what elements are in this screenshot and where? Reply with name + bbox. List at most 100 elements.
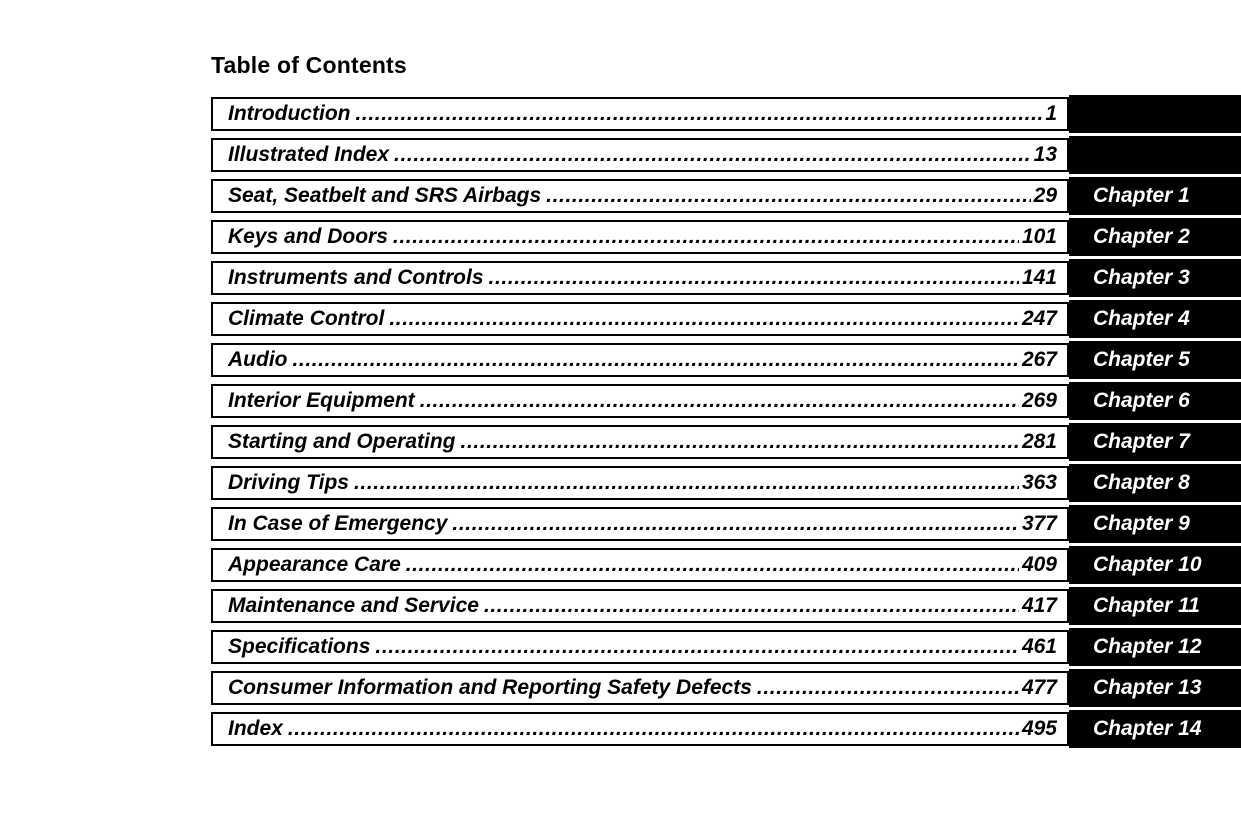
toc-entry-page-number: 141 — [1021, 266, 1057, 289]
dotted-leader: ........................................… — [353, 471, 1019, 494]
dotted-leader: ........................................… — [483, 594, 1019, 617]
toc-row: Illustrated Index ......................… — [211, 136, 1241, 174]
toc-row: Driving Tips ...........................… — [211, 464, 1241, 502]
toc-row: Keys and Doors .........................… — [211, 218, 1241, 256]
toc-row: Interior Equipment .....................… — [211, 382, 1241, 420]
toc-row: Introduction ...........................… — [211, 95, 1241, 133]
toc-entry-page-number: 495 — [1021, 717, 1057, 740]
chapter-tab: Chapter 1 — [1069, 177, 1241, 215]
toc-entry-label: Starting and Operating — [228, 430, 456, 453]
toc-entry-label: Driving Tips — [228, 471, 349, 494]
toc-entry-page-number: 267 — [1021, 348, 1057, 371]
toc-entry-box: Climate Control ........................… — [211, 302, 1069, 336]
toc-row: Instruments and Controls ...............… — [211, 259, 1241, 297]
toc-entry-box: Starting and Operating .................… — [211, 425, 1069, 459]
toc-entry-box: Interior Equipment .....................… — [211, 384, 1069, 418]
chapter-tab: Chapter 14 — [1069, 710, 1241, 748]
toc-entry-label: Climate Control — [228, 307, 385, 330]
dotted-leader: ........................................… — [355, 102, 1042, 125]
toc-entry-box: Maintenance and Service ................… — [211, 589, 1069, 623]
toc-entry-page-number: 363 — [1021, 471, 1057, 494]
dotted-leader: ........................................… — [488, 266, 1019, 289]
dotted-leader: ........................................… — [419, 389, 1019, 412]
chapter-tab-label: Chapter 5 — [1093, 348, 1190, 371]
toc-entry-box: Specifications .........................… — [211, 630, 1069, 664]
toc-entry-box: Introduction ...........................… — [211, 97, 1069, 131]
toc-entry-page-number: 377 — [1021, 512, 1057, 535]
toc-entry-label: Audio — [228, 348, 288, 371]
chapter-tab-label: Chapter 10 — [1093, 553, 1202, 576]
chapter-tab: Chapter 7 — [1069, 423, 1241, 461]
toc-list: Introduction ...........................… — [211, 95, 1241, 751]
toc-entry-page-number: 409 — [1021, 553, 1057, 576]
toc-entry-label: Consumer Information and Reporting Safet… — [228, 676, 752, 699]
dotted-leader: ........................................… — [546, 184, 1030, 207]
toc-entry-page-number: 101 — [1021, 225, 1057, 248]
chapter-tab: Chapter 5 — [1069, 341, 1241, 379]
chapter-tab-label: Chapter 1 — [1093, 184, 1190, 207]
toc-entry-box: Seat, Seatbelt and SRS Airbags .........… — [211, 179, 1069, 213]
toc-entry-page-number: 247 — [1021, 307, 1057, 330]
toc-row: Specifications .........................… — [211, 628, 1241, 666]
chapter-tab-label: Chapter 11 — [1093, 594, 1200, 617]
toc-entry-page-number: 461 — [1021, 635, 1057, 658]
chapter-tab-label: Chapter 13 — [1093, 676, 1202, 699]
dotted-leader: ........................................… — [287, 717, 1019, 740]
toc-entry-page-number: 13 — [1033, 143, 1057, 166]
toc-entry-page-number: 1 — [1045, 102, 1057, 125]
chapter-tab: Chapter 13 — [1069, 669, 1241, 707]
toc-entry-box: Index ..................................… — [211, 712, 1069, 746]
chapter-tab-label: Chapter 6 — [1093, 389, 1190, 412]
toc-entry-label: Illustrated Index — [228, 143, 390, 166]
page-title: Table of Contents — [211, 52, 407, 78]
chapter-tab: Chapter 6 — [1069, 382, 1241, 420]
chapter-tab-label: Chapter 4 — [1093, 307, 1190, 330]
toc-entry-page-number: 269 — [1021, 389, 1057, 412]
toc-row: Maintenance and Service ................… — [211, 587, 1241, 625]
dotted-leader: ........................................… — [392, 225, 1019, 248]
toc-entry-box: Instruments and Controls ...............… — [211, 261, 1069, 295]
dotted-leader: ........................................… — [452, 512, 1019, 535]
toc-entry-box: Consumer Information and Reporting Safet… — [211, 671, 1069, 705]
chapter-tab-label: Chapter 9 — [1093, 512, 1190, 535]
dotted-leader: ........................................… — [375, 635, 1019, 658]
dotted-leader: ........................................… — [756, 676, 1019, 699]
chapter-tab: Chapter 12 — [1069, 628, 1241, 666]
toc-entry-label: Keys and Doors — [228, 225, 388, 248]
chapter-tab-label: Chapter 12 — [1093, 635, 1202, 658]
chapter-tab: Chapter 3 — [1069, 259, 1241, 297]
toc-row: Seat, Seatbelt and SRS Airbags .........… — [211, 177, 1241, 215]
toc-row: Audio ..................................… — [211, 341, 1241, 379]
chapter-tab-label: Chapter 7 — [1093, 430, 1190, 453]
toc-entry-box: Illustrated Index ......................… — [211, 138, 1069, 172]
toc-entry-label: Specifications — [228, 635, 371, 658]
toc-entry-label: Interior Equipment — [228, 389, 415, 412]
toc-entry-label: Appearance Care — [228, 553, 401, 576]
toc-row: Consumer Information and Reporting Safet… — [211, 669, 1241, 707]
toc-entry-box: Driving Tips ...........................… — [211, 466, 1069, 500]
toc-row: Index ..................................… — [211, 710, 1241, 748]
chapter-tab-label: Chapter 3 — [1093, 266, 1190, 289]
chapter-tab: Chapter 11 — [1069, 587, 1241, 625]
chapter-tab — [1069, 95, 1241, 133]
toc-entry-page-number: 417 — [1021, 594, 1057, 617]
toc-row: In Case of Emergency ...................… — [211, 505, 1241, 543]
toc-entry-page-number: 477 — [1021, 676, 1057, 699]
toc-row: Climate Control ........................… — [211, 300, 1241, 338]
toc-entry-label: Introduction — [228, 102, 351, 125]
toc-entry-box: Audio ..................................… — [211, 343, 1069, 377]
toc-entry-box: In Case of Emergency ...................… — [211, 507, 1069, 541]
toc-entry-label: Maintenance and Service — [228, 594, 479, 617]
toc-entry-page-number: 29 — [1033, 184, 1057, 207]
toc-entry-box: Keys and Doors .........................… — [211, 220, 1069, 254]
toc-entry-label: Index — [228, 717, 283, 740]
toc-entry-page-number: 281 — [1021, 430, 1057, 453]
chapter-tab: Chapter 8 — [1069, 464, 1241, 502]
chapter-tab: Chapter 9 — [1069, 505, 1241, 543]
chapter-tab-label: Chapter 14 — [1093, 717, 1202, 740]
dotted-leader: ........................................… — [405, 553, 1019, 576]
dotted-leader: ........................................… — [394, 143, 1031, 166]
chapter-tab — [1069, 136, 1241, 174]
dotted-leader: ........................................… — [292, 348, 1019, 371]
